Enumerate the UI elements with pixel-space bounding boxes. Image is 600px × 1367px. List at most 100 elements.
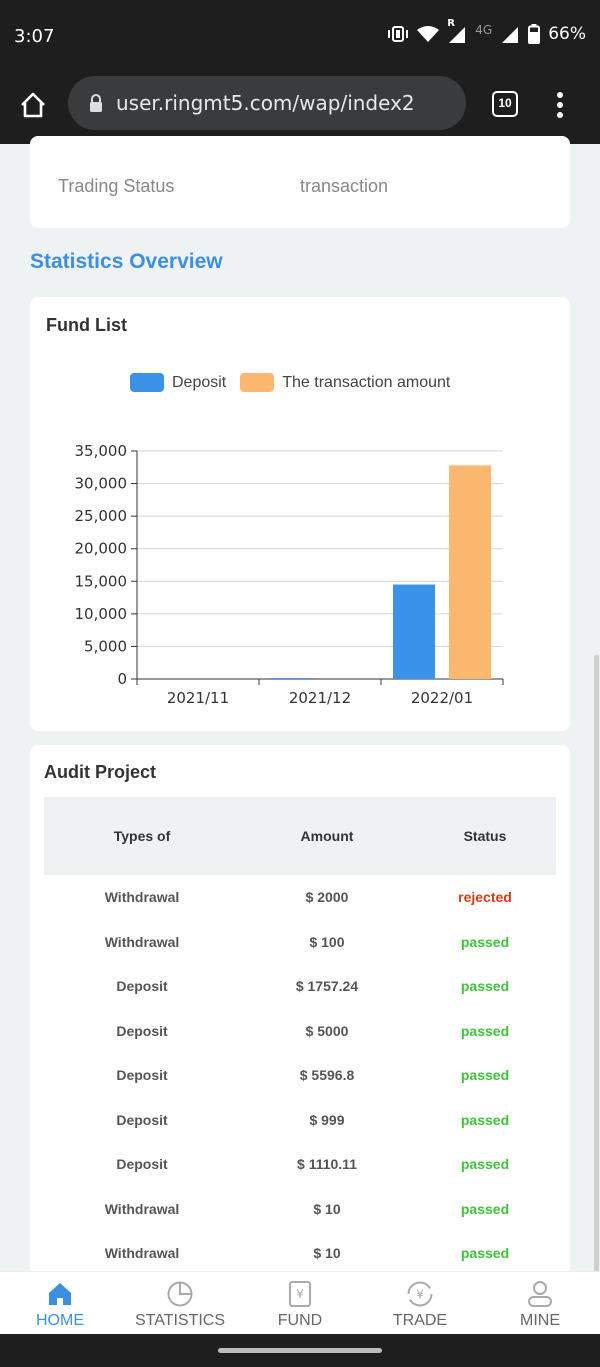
browser-toolbar: user.ringmt5.com/wap/index2 10	[0, 74, 600, 144]
roaming-label: R	[447, 18, 455, 29]
x-tick-label: 2021/11	[167, 689, 229, 707]
legend-swatch-transaction	[240, 373, 275, 392]
row-amount: $ 10	[313, 1245, 341, 1261]
nav-trade[interactable]: ¥ TRADE	[360, 1272, 480, 1335]
legend-item-transaction[interactable]: The transaction amount	[240, 373, 450, 392]
table-row: Withdrawal $ 10 passed	[44, 1231, 556, 1276]
status-icons: R 4G 66%	[387, 18, 586, 44]
row-amount: $ 1757.24	[295, 978, 359, 994]
row-status: passed	[460, 933, 510, 950]
gesture-bar	[0, 1334, 600, 1367]
legend-label-deposit: Deposit	[172, 373, 227, 391]
svg-text:¥: ¥	[416, 1288, 424, 1302]
row-amount: $ 100	[309, 933, 345, 950]
row-type: Withdrawal	[104, 1200, 180, 1217]
signal-icon	[500, 24, 520, 44]
row-amount: $ 5000	[305, 1022, 349, 1039]
fund-list-card: Fund List Deposit The transaction amount…	[30, 297, 570, 731]
row-status: passed	[460, 1111, 510, 1128]
trading-status-label: Trading Status	[58, 176, 175, 196]
row-status: passed	[460, 1200, 510, 1217]
table-row: Deposit $ 999 passed	[44, 1098, 556, 1143]
table-row: Withdrawal $ 2000 rejected	[44, 875, 556, 920]
chart-legend: Deposit The transaction amount	[130, 373, 464, 392]
signal-roaming-icon: R	[447, 18, 467, 44]
row-status: passed	[460, 1067, 510, 1083]
row-amount: $ 10	[313, 1200, 341, 1217]
vibrate-icon	[387, 25, 409, 43]
page-scrollbar[interactable]	[594, 655, 599, 1325]
fund-list-chart: 0 5,000 10,000 15,000 20,000 25,000 30,000 35,0…	[75, 442, 504, 707]
header-status: Status	[463, 828, 507, 844]
audit-table-body: Withdrawal $ 2000 rejected Withdrawal $ …	[44, 875, 556, 1276]
yen-exchange-icon: ¥	[406, 1280, 434, 1308]
table-row: Deposit $ 5000 passed	[44, 1009, 556, 1054]
row-amount: $ 2000	[305, 889, 349, 905]
home-icon[interactable]	[18, 90, 48, 120]
url-text: user.ringmt5.com/wap/index2	[116, 91, 415, 115]
gesture-handle[interactable]	[218, 1348, 382, 1353]
row-status: passed	[460, 1245, 510, 1261]
legend-item-deposit[interactable]: Deposit	[130, 373, 226, 392]
table-row: Deposit $ 1757.24 passed	[44, 964, 556, 1009]
battery-level: 66%	[548, 24, 586, 44]
nav-mine[interactable]: MINE	[480, 1272, 600, 1335]
nav-label: HOME	[36, 1312, 84, 1329]
y-tick-label: 35,000	[75, 442, 128, 460]
table-row: Deposit $ 5596.8 passed	[44, 1053, 556, 1098]
audit-title: Audit Project	[44, 762, 157, 782]
x-tick-label: 2022/01	[411, 689, 473, 707]
overflow-menu-icon[interactable]	[555, 90, 565, 120]
nav-label: MINE	[520, 1312, 560, 1329]
tab-count-button[interactable]: 10	[492, 91, 518, 117]
y-tick-label: 10,000	[75, 605, 128, 623]
table-row: Withdrawal $ 10 passed	[44, 1187, 556, 1232]
y-tick-label: 25,000	[75, 507, 128, 525]
y-tick-label: 30,000	[75, 475, 128, 493]
nav-fund[interactable]: ¥ FUND	[240, 1272, 360, 1335]
row-type: Deposit	[116, 1156, 168, 1172]
row-type: Withdrawal	[104, 889, 180, 905]
nav-statistics[interactable]: STATISTICS	[120, 1272, 240, 1335]
bar-transaction	[449, 465, 491, 679]
legend-swatch-deposit	[130, 373, 164, 392]
y-tick-label: 5,000	[84, 637, 127, 655]
row-status: rejected	[458, 889, 512, 905]
battery-icon	[528, 24, 541, 44]
url-field[interactable]: user.ringmt5.com/wap/index2	[68, 76, 466, 130]
yen-document-icon: ¥	[286, 1280, 314, 1308]
row-status: passed	[460, 1022, 510, 1039]
row-status: passed	[460, 978, 510, 994]
bottom-nav: HOME STATISTICS ¥ FUND ¥ TRADE MINE	[0, 1271, 600, 1334]
nav-label: FUND	[277, 1312, 323, 1329]
wifi-icon	[417, 25, 440, 43]
row-type: Deposit	[116, 978, 168, 994]
y-tick-label: 0	[117, 670, 127, 688]
status-bar: 3:07 R 4G 66%	[0, 0, 600, 74]
row-type: Withdrawal	[104, 933, 180, 950]
row-type: Deposit	[116, 1111, 168, 1128]
table-row: Deposit $ 1110.11 passed	[44, 1142, 556, 1187]
trading-status-value: transaction	[300, 176, 389, 196]
user-icon	[526, 1280, 554, 1308]
bar-deposit	[393, 584, 435, 679]
svg-text:¥: ¥	[296, 1287, 304, 1301]
network-type: 4G	[475, 23, 493, 37]
header-type: Types of	[113, 828, 171, 844]
table-row: Withdrawal $ 100 passed	[44, 920, 556, 965]
row-amount: $ 999	[309, 1111, 345, 1128]
row-type: Deposit	[116, 1067, 168, 1083]
bar-deposit	[271, 678, 313, 679]
row-status: passed	[460, 1156, 510, 1172]
pie-chart-icon	[166, 1280, 194, 1308]
nav-label: TRADE	[392, 1312, 448, 1329]
nav-home[interactable]: HOME	[0, 1272, 120, 1335]
trading-status-card: Trading Status transaction	[30, 136, 570, 228]
row-type: Deposit	[116, 1022, 168, 1039]
x-tick-label: 2021/12	[289, 689, 351, 707]
y-tick-label: 20,000	[75, 540, 128, 558]
home-icon	[46, 1280, 74, 1308]
row-amount: $ 1110.11	[297, 1156, 357, 1172]
fund-list-title: Fund List	[46, 315, 127, 335]
nav-label: STATISTICS	[134, 1312, 226, 1329]
